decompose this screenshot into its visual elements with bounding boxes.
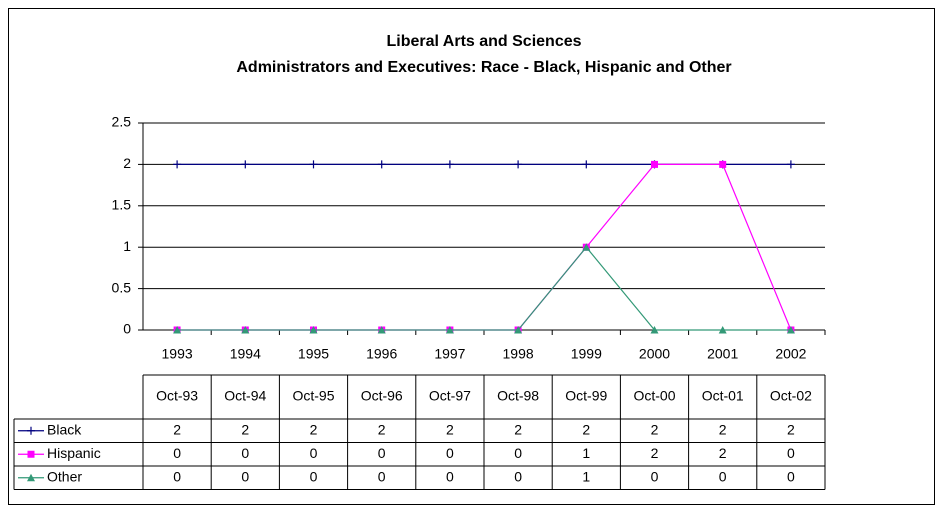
table-cell: 2 bbox=[719, 421, 727, 437]
point bbox=[377, 326, 386, 334]
point bbox=[309, 160, 318, 169]
y-tick-label: 2 bbox=[123, 155, 131, 171]
table-cell: 2 bbox=[378, 421, 386, 437]
point bbox=[786, 160, 795, 169]
table-cell: 2 bbox=[787, 421, 795, 437]
point bbox=[718, 326, 727, 334]
table-cell: 0 bbox=[514, 468, 522, 484]
table-header: Oct-98 bbox=[497, 388, 539, 404]
point bbox=[173, 326, 182, 334]
point bbox=[241, 326, 250, 334]
point bbox=[514, 326, 523, 334]
table-cell: 0 bbox=[719, 468, 727, 484]
table-cell: 0 bbox=[446, 445, 454, 461]
point bbox=[445, 326, 454, 334]
point bbox=[514, 160, 523, 169]
y-tick-label: 0.5 bbox=[112, 279, 132, 295]
table-cell: 0 bbox=[310, 445, 318, 461]
point bbox=[309, 326, 318, 334]
y-tick-label: 1.5 bbox=[112, 197, 132, 213]
table-cell: 0 bbox=[514, 445, 522, 461]
table-header: Oct-96 bbox=[361, 388, 403, 404]
table-cell: 0 bbox=[241, 445, 249, 461]
table-header: Oct-02 bbox=[770, 388, 812, 404]
point bbox=[651, 160, 658, 168]
legend-marker bbox=[27, 426, 35, 435]
x-tick-label: 1996 bbox=[366, 346, 397, 362]
table-header: Oct-01 bbox=[702, 388, 744, 404]
table-cell: 0 bbox=[378, 468, 386, 484]
chart-title: Liberal Arts and Sciences bbox=[386, 33, 581, 50]
table-cell: 2 bbox=[651, 445, 659, 461]
x-tick-label: 1993 bbox=[162, 346, 193, 362]
chart-border bbox=[8, 8, 935, 505]
point bbox=[719, 160, 727, 168]
point bbox=[173, 160, 182, 169]
table-cell: 2 bbox=[651, 421, 659, 437]
legend-marker bbox=[27, 450, 35, 458]
table-cell: 0 bbox=[787, 445, 795, 461]
x-tick-label: 1999 bbox=[571, 346, 602, 362]
point bbox=[445, 160, 454, 169]
table-cell: 1 bbox=[582, 445, 590, 461]
table-header: Oct-97 bbox=[429, 388, 471, 404]
table-cell: 0 bbox=[173, 445, 181, 461]
table-header: Oct-94 bbox=[224, 388, 266, 404]
x-tick-label: 2002 bbox=[775, 346, 806, 362]
point bbox=[650, 326, 659, 334]
table-cell: 0 bbox=[787, 468, 795, 484]
table-cell: 2 bbox=[446, 421, 454, 437]
table-cell: 0 bbox=[651, 468, 659, 484]
legend-label: Black bbox=[47, 421, 82, 437]
point bbox=[582, 160, 591, 169]
legend-label: Other bbox=[47, 468, 82, 484]
table-cell: 2 bbox=[719, 445, 727, 461]
table-cell: 2 bbox=[514, 421, 522, 437]
table-cell: 0 bbox=[241, 468, 249, 484]
table-header: Oct-93 bbox=[156, 388, 198, 404]
x-tick-label: 1994 bbox=[230, 346, 261, 362]
point bbox=[582, 243, 591, 251]
table-cell: 2 bbox=[241, 421, 249, 437]
table-cell: 2 bbox=[582, 421, 590, 437]
series-line bbox=[177, 246, 791, 331]
legend-label: Hispanic bbox=[47, 445, 101, 461]
point bbox=[786, 326, 795, 334]
table-cell: 0 bbox=[310, 468, 318, 484]
table-header: Oct-95 bbox=[292, 388, 334, 404]
table-cell: 0 bbox=[173, 468, 181, 484]
y-tick-label: 1 bbox=[123, 238, 131, 254]
point bbox=[377, 160, 386, 169]
table-cell: 0 bbox=[378, 445, 386, 461]
x-tick-label: 1998 bbox=[503, 346, 534, 362]
table-cell: 2 bbox=[173, 421, 181, 437]
x-tick-label: 1997 bbox=[434, 346, 465, 362]
point bbox=[241, 160, 250, 169]
x-tick-label: 1995 bbox=[298, 346, 329, 362]
legend-marker bbox=[27, 473, 35, 482]
table-cell: 0 bbox=[446, 468, 454, 484]
chart-subtitle: Administrators and Executives: Race - Bl… bbox=[236, 59, 731, 76]
y-tick-label: 0 bbox=[123, 321, 131, 337]
table-header: Oct-99 bbox=[565, 388, 607, 404]
y-tick-label: 2.5 bbox=[112, 114, 132, 130]
table-header: Oct-00 bbox=[633, 388, 675, 404]
table-cell: 2 bbox=[310, 421, 318, 437]
x-tick-label: 2001 bbox=[707, 346, 738, 362]
x-tick-label: 2000 bbox=[639, 346, 670, 362]
table-cell: 1 bbox=[582, 468, 590, 484]
